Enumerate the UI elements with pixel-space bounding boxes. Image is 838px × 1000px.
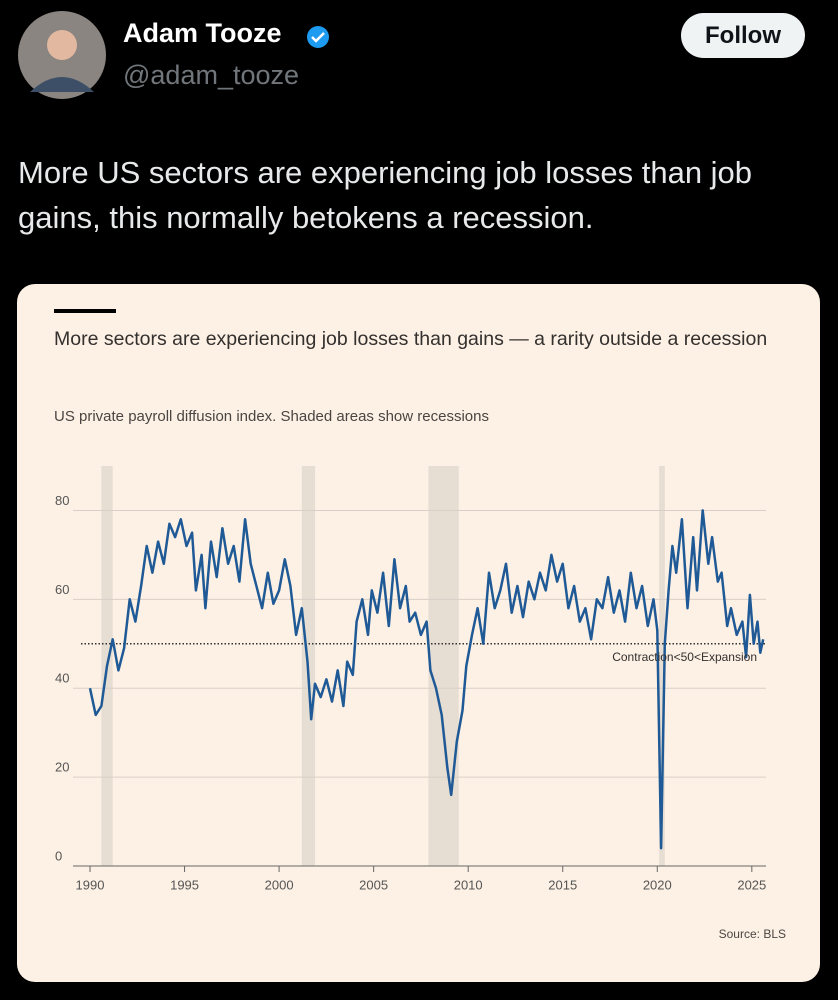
verified-badge [307, 26, 329, 48]
x-tick-label: 2025 [737, 877, 766, 892]
chart-title: More sectors are experiencing job losses… [54, 328, 768, 350]
x-tick-label: 2000 [265, 877, 294, 892]
x-tick-label: 2020 [643, 877, 672, 892]
annotation: Contraction<50<Expansion [612, 650, 757, 664]
recession-band [659, 466, 665, 866]
avatar-body [30, 77, 94, 92]
chart-subtitle: US private payroll diffusion index. Shad… [54, 408, 489, 425]
x-tick-label: 1995 [170, 877, 199, 892]
author-handle[interactable]: @adam_tooze [123, 60, 300, 90]
y-tick-label: 80 [55, 493, 69, 508]
avatar-face [47, 30, 77, 60]
chart-source: Source: BLS [718, 927, 786, 941]
follow-button[interactable]: Follow [681, 13, 805, 58]
y-tick-label: 40 [55, 671, 69, 686]
x-tick-label: 2005 [359, 877, 388, 892]
line [88, 509, 765, 850]
y-tick-label: 60 [55, 582, 69, 597]
tweet-text: More US sectors are experiencing job los… [18, 155, 753, 235]
x-tick-label: 2015 [548, 877, 577, 892]
recession-band [428, 466, 459, 866]
title-rule [54, 309, 116, 313]
y-tick-label: 0 [55, 848, 62, 863]
y-tick-label: 20 [55, 760, 69, 775]
x-tick-label: 1990 [76, 877, 105, 892]
author-name[interactable]: Adam Tooze [123, 18, 282, 48]
x-tick-label: 2010 [454, 877, 483, 892]
verified-check [311, 32, 325, 43]
